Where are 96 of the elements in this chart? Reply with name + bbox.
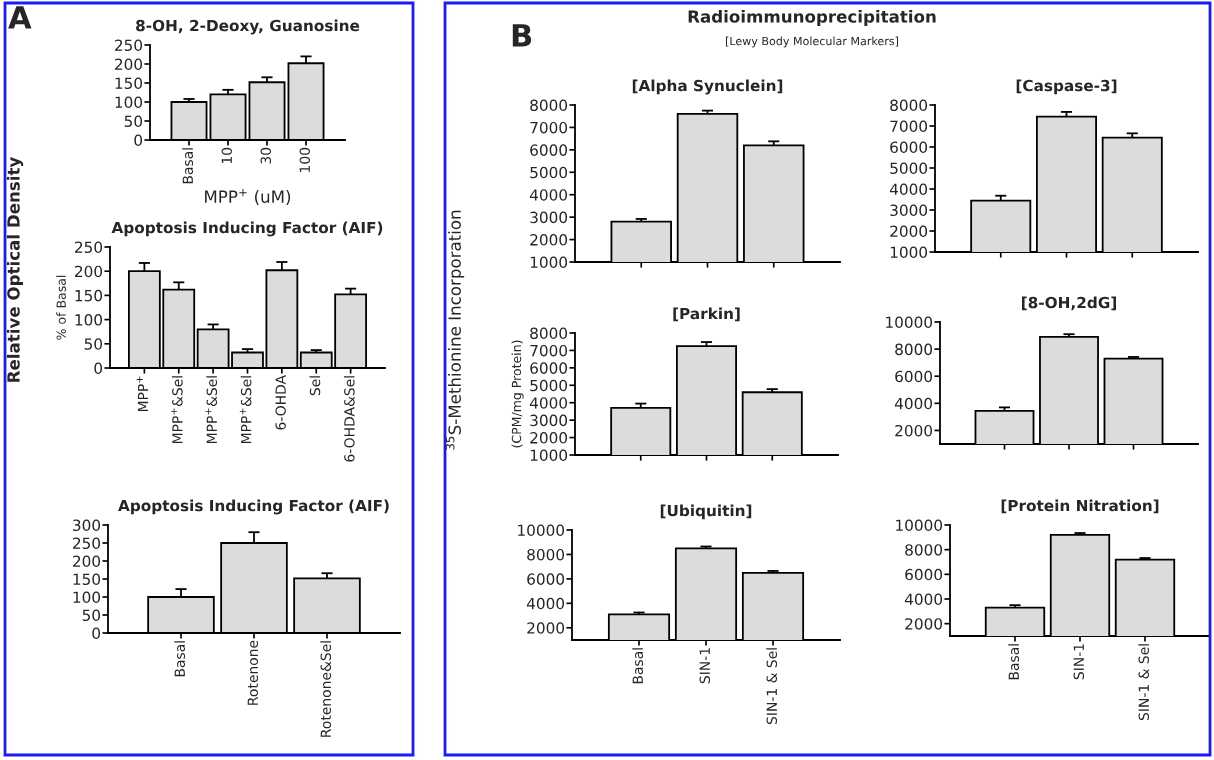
y-tick-label: 4000 — [894, 397, 933, 410]
y-tick-label: 8000 — [530, 327, 568, 340]
text: [Lewy Body Molecular Markers] — [725, 36, 898, 48]
y-tick-label: 2000 — [527, 622, 565, 634]
y-tick-label: 6000 — [890, 141, 928, 154]
x-tick-label: Basal — [632, 648, 644, 684]
x-tick-label: MPP$^{+}$&Sel — [205, 376, 218, 444]
y-tick-label: 2000 — [890, 225, 928, 238]
y-tick-label: 8000 — [530, 99, 568, 112]
y-tick-label: 1000 — [530, 256, 568, 269]
y-tick-label: 7000 — [530, 121, 568, 134]
y-tick-label: 2000 — [895, 424, 933, 437]
text: Relative Optical Density — [6, 156, 24, 382]
text: A — [8, 6, 32, 29]
x-axis-title: MPP$^{+}$ (uM) — [205, 189, 291, 205]
x-tick-label: SIN-1 & Sel — [766, 648, 778, 725]
y-tick-label: 5000 — [530, 166, 568, 179]
x-tick-label: 6-OHDA — [275, 375, 286, 430]
y-tick-label: 6000 — [895, 370, 933, 383]
y-tick-label: 300 — [73, 519, 101, 532]
y-tick-label: 50 — [124, 115, 143, 128]
x-tick-label: SIN-1 — [699, 648, 711, 684]
y-tick-label: 6000 — [527, 573, 565, 585]
chart-title: [Ubiquitin] — [660, 504, 752, 520]
y-tick-label: 5000 — [890, 162, 928, 175]
y-tick-label: 5000 — [530, 379, 568, 392]
x-tick-label: SIN-1 — [1073, 644, 1085, 680]
y-tick-label: 0 — [92, 627, 101, 640]
y-tick-label: 3000 — [890, 204, 928, 217]
y-tick-label: 3000 — [530, 414, 568, 427]
y-tick-label: 10000 — [896, 519, 943, 532]
y-axis-title: (CPM/mg Protein) — [511, 340, 524, 448]
y-tick-label: 2000 — [530, 432, 568, 444]
y-tick-label: 4000 — [529, 189, 568, 201]
x-tick-label: 100 — [299, 147, 311, 172]
chart-title: [8-OH,2dG] — [1022, 296, 1116, 311]
chart-title: [Caspase-3] — [1016, 79, 1117, 95]
chart-title: Apoptosis Inducing Factor (AIF) — [111, 221, 383, 237]
y-tick-label: 2000 — [905, 618, 943, 630]
y-tick-label: 10000 — [886, 316, 933, 329]
x-tick-label: Basal — [1008, 644, 1020, 680]
y-tick-label: 250 — [75, 241, 103, 254]
chart-title: [Alpha Synuclein] — [632, 79, 783, 95]
y-tick-label: 3000 — [530, 211, 568, 224]
y-tick-label: 7000 — [530, 344, 568, 357]
text: Radioimmunoprecipitation — [688, 9, 936, 27]
y-tick-label: 100 — [75, 314, 103, 326]
chart-title: [Parkin] — [673, 307, 740, 322]
x-tick-label: 30 — [260, 147, 272, 164]
x-tick-label: Sel — [309, 376, 321, 396]
x-tick-label: SIN-1 & Sel — [1138, 644, 1150, 721]
y-tick-label: 6000 — [530, 144, 568, 156]
y-tick-label: 50 — [82, 609, 101, 622]
y-tick-label: 150 — [75, 289, 103, 302]
y-tick-label: 250 — [115, 39, 143, 52]
y-tick-label: 6000 — [530, 362, 568, 374]
x-tick-label: MPP$^{+}$ — [136, 376, 149, 412]
y-axis-title: % of Basal — [56, 275, 66, 340]
y-tick-label: 8000 — [895, 343, 933, 356]
y-tick-label: 250 — [73, 537, 101, 550]
x-tick-label: Basal — [182, 148, 194, 184]
y-tick-label: 200 — [73, 555, 101, 568]
y-tick-label: 8000 — [890, 99, 928, 112]
y-tick-label: 4000 — [889, 183, 928, 196]
y-tick-label: 8000 — [527, 548, 565, 561]
y-tick-label: 150 — [115, 77, 143, 90]
x-tick-label: 6-OHDA&Sel — [343, 376, 355, 462]
y-tick-label: 50 — [84, 338, 103, 350]
y-tick-label: 1000 — [890, 246, 928, 259]
y-tick-label: 0 — [134, 134, 143, 147]
chart-title: Apoptosis Inducing Factor (AIF) — [118, 499, 389, 515]
y-tick-label: 7000 — [890, 120, 928, 133]
y-tick-label: 0 — [94, 362, 103, 375]
y-tick-label: 1000 — [530, 449, 568, 462]
y-tick-label: 100 — [115, 96, 143, 109]
text: $^{35}$S-Methionine Incorporation — [445, 210, 465, 450]
x-tick-label: Basal — [174, 641, 186, 677]
chart-title: 8-OH, 2-Deoxy, Guanosine — [136, 19, 360, 35]
y-tick-label: 6000 — [905, 568, 943, 581]
y-tick-label: 150 — [73, 573, 101, 586]
y-tick-label: 100 — [73, 591, 101, 604]
x-tick-label: MPP$^{+}$&Sel — [239, 376, 252, 444]
y-tick-label: 4000 — [529, 397, 568, 409]
x-tick-label: Rotenone&Sel — [320, 641, 332, 737]
y-tick-label: 200 — [115, 58, 143, 71]
y-tick-label: 4000 — [904, 593, 943, 606]
y-tick-label: 2000 — [530, 234, 568, 246]
y-tick-label: 4000 — [526, 597, 565, 610]
x-tick-label: MPP$^{+}$&Sel — [171, 376, 183, 444]
x-tick-label: Rotenone — [247, 640, 259, 705]
y-tick-label: 10000 — [518, 524, 565, 537]
y-tick-label: 8000 — [905, 544, 943, 556]
chart-title: [Protein Nitration] — [1001, 499, 1159, 514]
text: B — [512, 24, 532, 47]
y-tick-label: 200 — [75, 265, 103, 278]
x-tick-label: 10 — [221, 147, 233, 164]
